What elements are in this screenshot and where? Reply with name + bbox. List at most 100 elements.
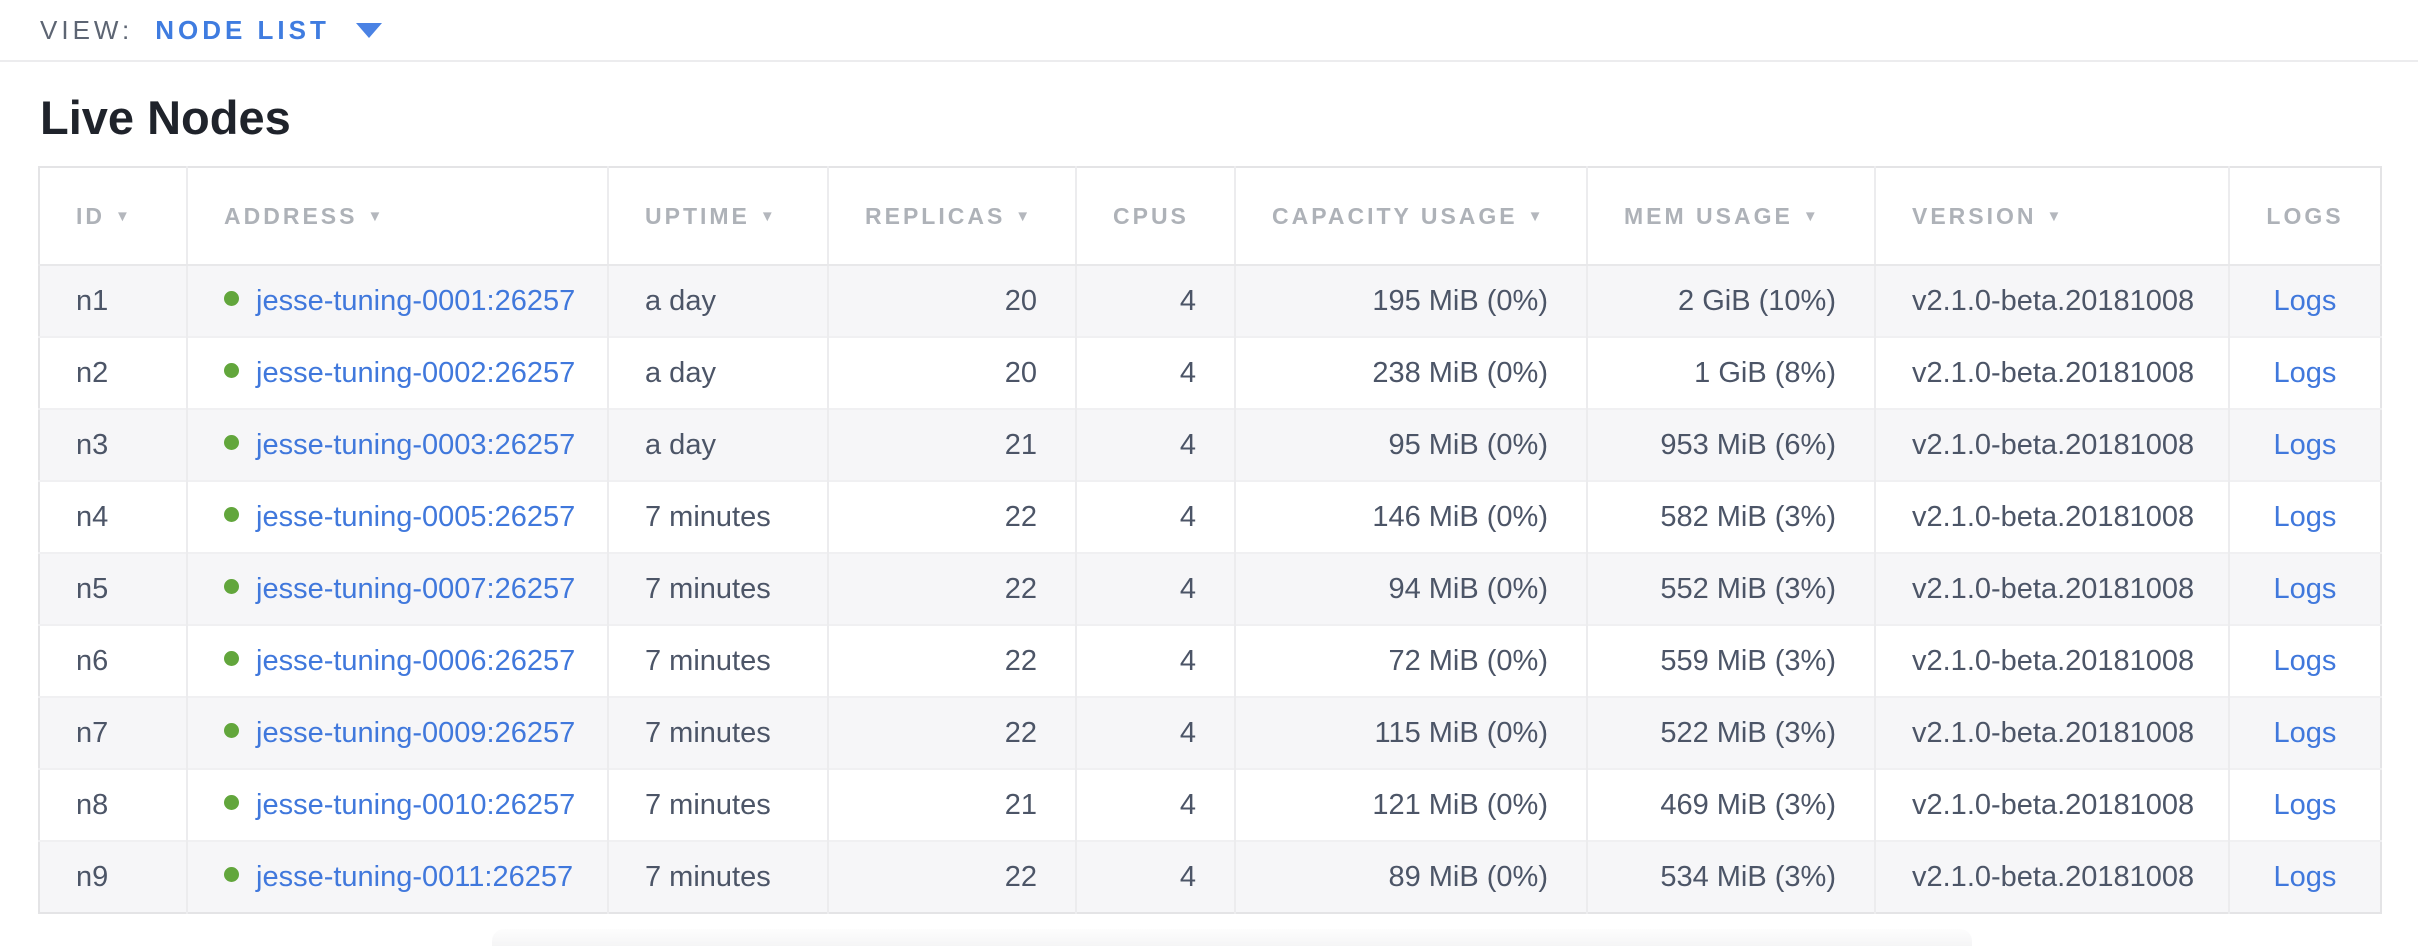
node-address-cell: jesse-tuning-0011:26257: [186, 841, 608, 913]
node-mem-usage-cell: 534 MiB (3%): [1586, 841, 1875, 913]
node-uptime-cell: a day: [607, 265, 828, 337]
node-uptime-cell: 7 minutes: [607, 697, 828, 769]
node-capacity-usage-cell: 121 MiB (0%): [1234, 769, 1587, 841]
node-logs-link[interactable]: Logs: [2273, 860, 2337, 893]
node-mem-usage-cell: 953 MiB (6%): [1586, 409, 1875, 481]
node-version-cell: v2.1.0-beta.20181008: [1874, 553, 2229, 625]
node-logs-cell: Logs: [2228, 337, 2381, 409]
node-logs-cell: Logs: [2228, 553, 2381, 625]
node-cpus-cell: 4: [1075, 553, 1235, 625]
node-replicas-cell: 20: [827, 265, 1076, 337]
node-table-body: n1 jesse-tuning-0001:26257 a day 20 4 19…: [39, 265, 2381, 913]
live-status-dot-icon: [224, 579, 239, 595]
node-logs-cell: Logs: [2228, 769, 2381, 841]
column-header-version[interactable]: VERSION ▼: [1874, 167, 2229, 266]
node-replicas-cell: 21: [827, 409, 1076, 481]
node-logs-link[interactable]: Logs: [2273, 788, 2337, 821]
next-section-shadow: [492, 929, 1972, 946]
node-mem-usage-cell: 2 GiB (10%): [1586, 265, 1875, 337]
node-logs-cell: Logs: [2228, 481, 2381, 553]
node-version-cell: v2.1.0-beta.20181008: [1874, 697, 2229, 769]
node-address-link[interactable]: jesse-tuning-0002:26257: [256, 356, 576, 389]
node-capacity-usage-cell: 195 MiB (0%): [1234, 265, 1587, 337]
node-address-link[interactable]: jesse-tuning-0005:26257: [256, 500, 576, 533]
node-cpus-cell: 4: [1075, 265, 1235, 337]
page-title: Live Nodes: [40, 91, 291, 144]
node-address-link[interactable]: jesse-tuning-0006:26257: [256, 644, 576, 677]
live-status-dot-icon: [224, 291, 239, 307]
node-cpus-cell: 4: [1075, 697, 1235, 769]
table-header: ID ▼ ADDRESS ▼ UPTIME ▼ REPLICAS ▼ CPUS CAPA…: [39, 167, 2381, 266]
node-uptime-cell: a day: [607, 409, 828, 481]
node-logs-cell: Logs: [2228, 409, 2381, 481]
table-row: n2 jesse-tuning-0002:26257 a day 20 4 23…: [39, 337, 2381, 409]
node-address-cell: jesse-tuning-0006:26257: [186, 625, 608, 697]
node-version-cell: v2.1.0-beta.20181008: [1874, 625, 2229, 697]
node-cpus-cell: 4: [1075, 409, 1235, 481]
node-replicas-cell: 22: [827, 697, 1076, 769]
node-logs-link[interactable]: Logs: [2273, 644, 2337, 677]
chevron-down-icon[interactable]: [355, 22, 382, 38]
node-address-cell: jesse-tuning-0005:26257: [186, 481, 608, 553]
column-header-capacity-usage[interactable]: CAPACITY USAGE ▼: [1234, 167, 1587, 266]
column-header-mem-usage[interactable]: MEM USAGE ▼: [1586, 167, 1875, 266]
node-id-cell: n2: [76, 356, 109, 389]
node-logs-cell: Logs: [2228, 625, 2381, 697]
node-address-link[interactable]: jesse-tuning-0011:26257: [256, 860, 574, 893]
node-cpus-cell: 4: [1075, 841, 1235, 913]
column-header-logs: LOGS: [2228, 167, 2381, 266]
node-address-link[interactable]: jesse-tuning-0003:26257: [256, 428, 576, 461]
node-uptime-cell: 7 minutes: [607, 841, 828, 913]
sort-desc-icon: ▼: [1015, 207, 1034, 225]
node-logs-link[interactable]: Logs: [2273, 716, 2337, 749]
node-replicas-cell: 21: [827, 769, 1076, 841]
node-replicas-cell: 22: [827, 481, 1076, 553]
sort-desc-icon: ▼: [2046, 207, 2065, 225]
node-replicas-cell: 20: [827, 337, 1076, 409]
table-row: n7 jesse-tuning-0009:26257 7 minutes 22 …: [39, 697, 2381, 769]
column-header-cpus: CPUS: [1075, 167, 1235, 266]
live-status-dot-icon: [224, 435, 239, 451]
node-address-cell: jesse-tuning-0009:26257: [186, 697, 608, 769]
node-version-cell: v2.1.0-beta.20181008: [1874, 481, 2229, 553]
live-status-dot-icon: [224, 723, 239, 739]
node-id-cell: n7: [76, 716, 109, 749]
column-header-replicas[interactable]: REPLICAS ▼: [827, 167, 1076, 266]
node-logs-link[interactable]: Logs: [2273, 572, 2337, 605]
column-header-uptime[interactable]: UPTIME ▼: [607, 167, 828, 266]
node-uptime-cell: a day: [607, 337, 828, 409]
node-logs-link[interactable]: Logs: [2273, 284, 2337, 317]
node-mem-usage-cell: 522 MiB (3%): [1586, 697, 1875, 769]
node-logs-link[interactable]: Logs: [2273, 356, 2337, 389]
live-status-dot-icon: [224, 795, 239, 811]
node-address-cell: jesse-tuning-0007:26257: [186, 553, 608, 625]
column-header-address[interactable]: ADDRESS ▼: [186, 167, 608, 266]
node-logs-link[interactable]: Logs: [2273, 500, 2337, 533]
node-version-cell: v2.1.0-beta.20181008: [1874, 769, 2229, 841]
sort-desc-icon: ▼: [115, 207, 133, 225]
sort-desc-icon: ▼: [759, 207, 778, 225]
table-row: n1 jesse-tuning-0001:26257 a day 20 4 19…: [39, 265, 2381, 337]
column-header-id[interactable]: ID ▼: [39, 167, 187, 266]
live-status-dot-icon: [224, 651, 239, 667]
node-address-link[interactable]: jesse-tuning-0001:26257: [256, 284, 576, 317]
node-capacity-usage-cell: 146 MiB (0%): [1234, 481, 1587, 553]
node-logs-cell: Logs: [2228, 841, 2381, 913]
node-logs-link[interactable]: Logs: [2273, 428, 2337, 461]
node-capacity-usage-cell: 238 MiB (0%): [1234, 337, 1587, 409]
table-row: n4 jesse-tuning-0005:26257 7 minutes 22 …: [39, 481, 2381, 553]
node-version-cell: v2.1.0-beta.20181008: [1874, 265, 2229, 337]
node-address-link[interactable]: jesse-tuning-0009:26257: [256, 716, 576, 749]
node-version-cell: v2.1.0-beta.20181008: [1874, 409, 2229, 481]
node-uptime-cell: 7 minutes: [607, 769, 828, 841]
view-selected-value[interactable]: NODE LIST: [155, 14, 330, 45]
table-row: n5 jesse-tuning-0007:26257 7 minutes 22 …: [39, 553, 2381, 625]
view-selector-dropdown[interactable]: NODE LIST: [155, 15, 382, 46]
node-capacity-usage-cell: 95 MiB (0%): [1234, 409, 1587, 481]
table-row: n6 jesse-tuning-0006:26257 7 minutes 22 …: [39, 625, 2381, 697]
node-address-link[interactable]: jesse-tuning-0007:26257: [256, 572, 576, 605]
node-cpus-cell: 4: [1075, 481, 1235, 553]
node-logs-cell: Logs: [2228, 697, 2381, 769]
node-replicas-cell: 22: [827, 553, 1076, 625]
node-address-link[interactable]: jesse-tuning-0010:26257: [256, 788, 576, 821]
